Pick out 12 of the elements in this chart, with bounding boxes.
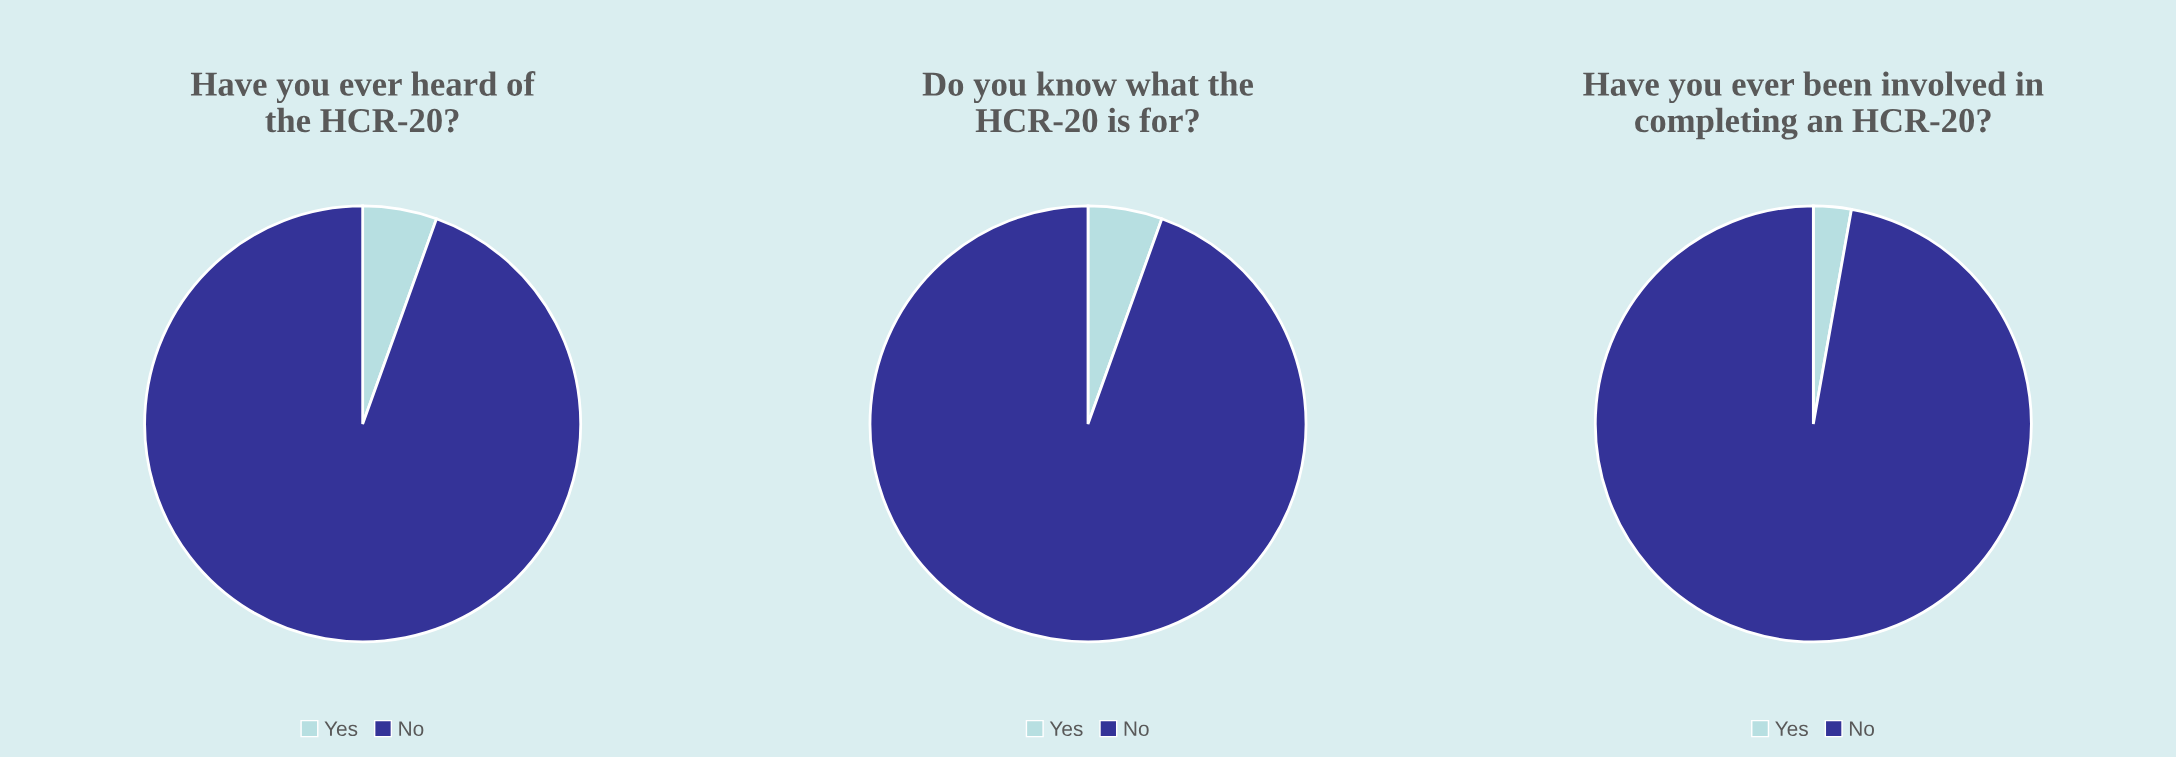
chart-title: Have you ever heard of the HCR-20?: [190, 71, 536, 133]
legend-label: No: [399, 721, 424, 737]
legend-label: Yes: [1049, 721, 1083, 737]
chart-title: Do you know what the HCR-20 is for?: [922, 71, 1254, 133]
legend-label: Yes: [324, 721, 358, 737]
legend-label: No: [1849, 721, 1875, 737]
pie-slice: [1593, 204, 2033, 644]
legend-label: No: [1124, 721, 1149, 737]
pie-slice: [868, 204, 1308, 644]
chart-title: Have you ever been involved in completing an HCR-20?: [1583, 71, 2044, 140]
legend-label: Yes: [1775, 721, 1808, 737]
pie-slice: [143, 204, 583, 644]
